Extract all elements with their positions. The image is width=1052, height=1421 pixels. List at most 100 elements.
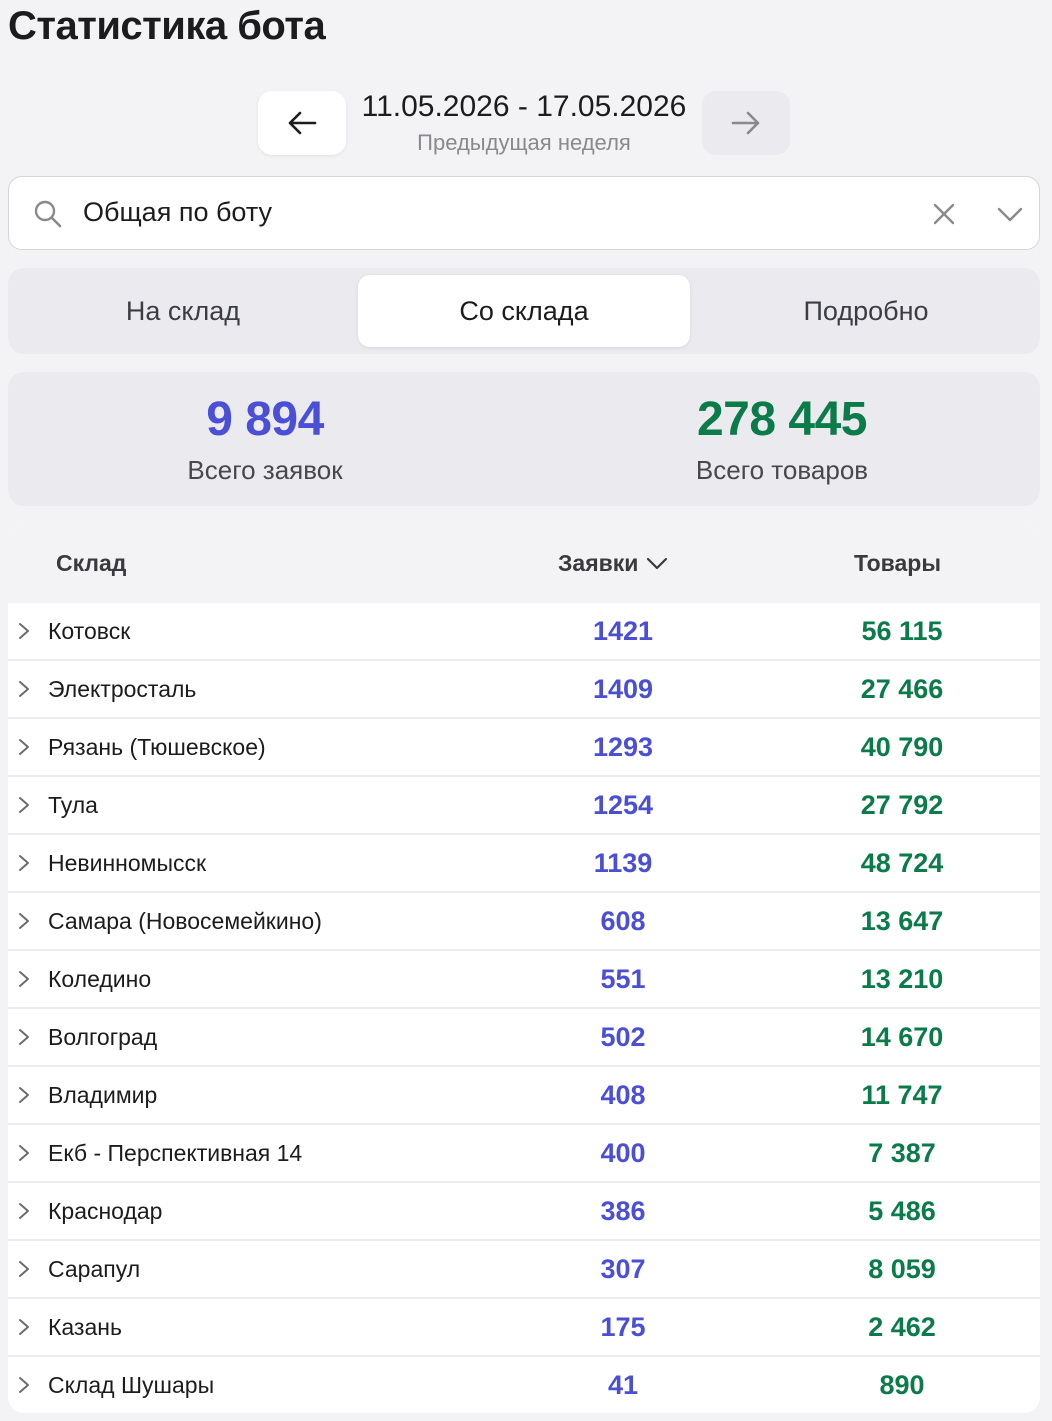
bot-selector-value[interactable]: Общая по боту <box>83 197 273 227</box>
goods-count: 890 <box>879 1370 925 1400</box>
chevron-right-icon[interactable] <box>16 969 32 989</box>
warehouse-name: Склад Шушары <box>48 1372 215 1398</box>
chevron-right-icon[interactable] <box>16 1143 32 1163</box>
chevron-right-icon[interactable] <box>16 911 32 931</box>
table-body: Котовск 1421 56 115 Электросталь 1409 27 466 Р… <box>8 603 1040 1413</box>
week-navigator: 11.05.2026 - 17.05.2026 Предыдущая недел… <box>0 88 1052 158</box>
goods-count: 2 462 <box>868 1312 936 1342</box>
requests-count: 408 <box>600 1080 646 1110</box>
goods-count: 40 790 <box>860 732 944 762</box>
column-header-requests-label[interactable]: Заявки <box>558 550 639 576</box>
goods-count: 11 747 <box>861 1080 943 1110</box>
warehouse-name: Владимир <box>48 1082 158 1108</box>
warehouse-name: Волгоград <box>48 1024 158 1050</box>
goods-count: 56 115 <box>861 616 943 646</box>
requests-count: 1421 <box>592 616 654 646</box>
table-row[interactable]: Коледино 551 13 210 <box>8 949 1040 1007</box>
table-row[interactable]: Тула 1254 27 792 <box>8 775 1040 833</box>
table-row[interactable]: Краснодар 386 5 486 <box>8 1181 1040 1239</box>
warehouse-name: Сарапул <box>48 1256 141 1282</box>
warehouse-name: Краснодар <box>48 1198 163 1224</box>
search-icon <box>34 200 62 228</box>
table-row[interactable]: Волгоград 502 14 670 <box>8 1007 1040 1065</box>
column-header-requests[interactable]: Заявки <box>558 550 668 577</box>
chevron-right-icon[interactable] <box>16 737 32 757</box>
requests-count: 502 <box>600 1022 646 1052</box>
goods-count: 27 466 <box>860 674 944 704</box>
requests-count: 1293 <box>592 732 654 762</box>
week-label: Предыдущая неделя <box>417 130 631 155</box>
page-title: Статистика бота <box>8 4 326 48</box>
table-row[interactable]: Казань 175 2 462 <box>8 1297 1040 1355</box>
goods-count: 48 724 <box>860 848 944 878</box>
warehouse-name: Казань <box>48 1314 122 1340</box>
requests-count: 1139 <box>593 848 653 878</box>
table-row[interactable]: Самара (Новосемейкино) 608 13 647 <box>8 891 1040 949</box>
requests-count: 400 <box>600 1138 646 1168</box>
next-week-button[interactable] <box>702 91 790 155</box>
chevron-right-icon[interactable] <box>16 1375 32 1395</box>
previous-week-button[interactable] <box>258 91 346 155</box>
warehouse-name: Тула <box>48 792 98 818</box>
warehouse-name: Рязань (Тюшевское) <box>48 734 266 760</box>
warehouse-name: Коледино <box>48 966 152 992</box>
tab-details[interactable]: Подробно <box>803 295 929 326</box>
requests-count: 307 <box>600 1254 646 1284</box>
total-requests: 9 894 Всего заявок <box>128 390 402 488</box>
chevron-right-icon[interactable] <box>16 1259 32 1279</box>
requests-count: 175 <box>600 1312 646 1342</box>
totals-panel: 9 894 Всего заявок 278 445 Всего товаров <box>8 372 1040 506</box>
table-row[interactable]: Склад Шушары 41 890 <box>8 1355 1040 1413</box>
requests-count: 551 <box>600 964 646 994</box>
arrow-left-icon <box>288 111 317 135</box>
goods-count: 13 647 <box>860 906 944 936</box>
warehouse-name: Екб - Перспективная 14 <box>48 1140 303 1166</box>
bot-selector[interactable]: Общая по боту <box>8 176 1040 250</box>
requests-count: 1254 <box>592 790 654 820</box>
total-requests-value: 9 894 <box>206 393 324 446</box>
column-header-warehouse: Склад <box>56 550 127 576</box>
goods-count: 27 792 <box>860 790 944 820</box>
week-period: 11.05.2026 - 17.05.2026 Предыдущая недел… <box>346 88 702 158</box>
chevron-down-icon[interactable] <box>646 556 668 570</box>
goods-count: 8 059 <box>868 1254 936 1284</box>
arrow-right-icon <box>731 111 760 135</box>
chevron-down-icon[interactable] <box>995 201 1025 227</box>
requests-count: 386 <box>600 1196 646 1226</box>
chevron-right-icon[interactable] <box>16 1027 32 1047</box>
direction-tabs: На склад Со склада Подробно <box>8 268 1040 354</box>
chevron-right-icon[interactable] <box>16 853 32 873</box>
table-row[interactable]: Сарапул 307 8 059 <box>8 1239 1040 1297</box>
total-goods-label: Всего товаров <box>695 455 869 485</box>
chevron-right-icon[interactable] <box>16 1201 32 1221</box>
table-row[interactable]: Котовск 1421 56 115 <box>8 603 1040 659</box>
goods-count: 13 210 <box>860 964 944 994</box>
requests-count: 608 <box>600 906 646 936</box>
requests-count: 1409 <box>592 674 654 704</box>
table-row[interactable]: Екб - Перспективная 14 400 7 387 <box>8 1123 1040 1181</box>
date-range: 11.05.2026 - 17.05.2026 <box>361 90 687 123</box>
tab-from-warehouse[interactable]: Со склада <box>358 275 690 347</box>
table-header: Склад Заявки Товары <box>8 523 1040 603</box>
tab-to-warehouse[interactable]: На склад <box>125 295 241 326</box>
goods-count: 7 387 <box>868 1138 936 1168</box>
goods-count: 5 486 <box>868 1196 936 1226</box>
close-icon[interactable] <box>931 201 957 227</box>
warehouse-name: Электросталь <box>48 676 197 702</box>
column-header-goods: Товары <box>854 550 941 576</box>
chevron-right-icon[interactable] <box>16 621 32 641</box>
chevron-right-icon[interactable] <box>16 1317 32 1337</box>
chevron-right-icon[interactable] <box>16 795 32 815</box>
total-goods: 278 445 Всего товаров <box>648 390 916 488</box>
chevron-right-icon[interactable] <box>16 679 32 699</box>
table-row[interactable]: Невинномысск 1139 48 724 <box>8 833 1040 891</box>
table-row[interactable]: Владимир 408 11 747 <box>8 1065 1040 1123</box>
warehouse-name: Котовск <box>48 618 131 644</box>
warehouse-table: Склад Заявки Товары Котовск 1421 56 115 Эле… <box>8 523 1040 1413</box>
table-row[interactable]: Рязань (Тюшевское) 1293 40 790 <box>8 717 1040 775</box>
chevron-right-icon[interactable] <box>16 1085 32 1105</box>
table-row[interactable]: Электросталь 1409 27 466 <box>8 659 1040 717</box>
warehouse-name: Самара (Новосемейкино) <box>48 908 322 934</box>
goods-count: 14 670 <box>860 1022 944 1052</box>
warehouse-name: Невинномысск <box>48 850 207 876</box>
